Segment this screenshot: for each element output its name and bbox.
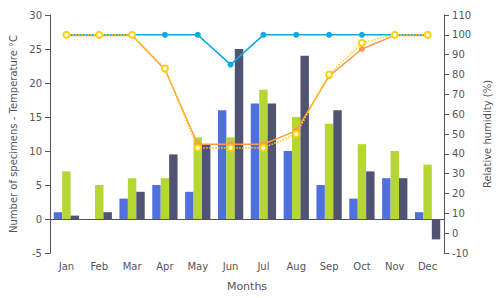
svg-text:May: May	[187, 261, 208, 272]
svg-text:-10: -10	[452, 248, 468, 259]
svg-text:50: 50	[452, 129, 465, 140]
svg-text:Apr: Apr	[156, 261, 174, 272]
svg-text:Aug: Aug	[286, 261, 306, 272]
svg-text:25: 25	[29, 44, 42, 55]
svg-text:Jun: Jun	[222, 261, 239, 272]
svg-text:30: 30	[452, 168, 465, 179]
svg-text:40: 40	[452, 148, 465, 159]
svg-text:Feb: Feb	[90, 261, 108, 272]
svg-text:0: 0	[36, 214, 42, 225]
svg-text:Dec: Dec	[418, 261, 437, 272]
svg-text:Nov: Nov	[385, 261, 405, 272]
svg-text:20: 20	[452, 188, 465, 199]
svg-text:-5: -5	[32, 248, 42, 259]
svg-text:60: 60	[452, 109, 465, 120]
svg-text:Mar: Mar	[123, 261, 143, 272]
svg-text:Oct: Oct	[353, 261, 370, 272]
svg-text:Jan: Jan	[58, 261, 74, 272]
svg-text:20: 20	[29, 78, 42, 89]
svg-text:30: 30	[29, 10, 42, 21]
svg-text:Months: Months	[227, 280, 267, 293]
svg-text:10: 10	[29, 146, 42, 157]
svg-text:Relative humidity (%): Relative humidity (%)	[482, 80, 493, 188]
svg-text:5: 5	[36, 180, 42, 191]
svg-text:0: 0	[452, 228, 458, 239]
svg-text:15: 15	[29, 112, 42, 123]
svg-text:80: 80	[452, 69, 465, 80]
svg-text:110: 110	[452, 10, 471, 21]
svg-text:90: 90	[452, 49, 465, 60]
svg-text:Jul: Jul	[256, 261, 269, 272]
svg-text:10: 10	[452, 208, 465, 219]
svg-text:Number of specimens - Temperat: Number of specimens - Temperature °C	[8, 35, 19, 233]
svg-text:70: 70	[452, 89, 465, 100]
svg-text:Sep: Sep	[320, 261, 339, 272]
svg-text:100: 100	[452, 29, 471, 40]
